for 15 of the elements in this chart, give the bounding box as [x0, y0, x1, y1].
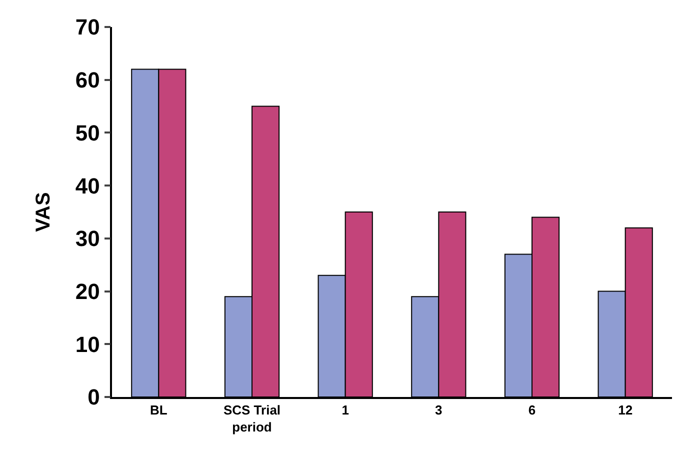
x-tick-label: SCS Trial period: [223, 402, 281, 434]
y-tick-label: 20: [75, 278, 100, 304]
y-tick-label: 40: [75, 173, 100, 198]
y-axis-title: VAS: [32, 192, 54, 232]
y-tick-label: 60: [75, 68, 100, 93]
y-tick-label: 30: [75, 226, 100, 252]
y-tick-label: 70: [75, 14, 100, 40]
y-tick-label: 0: [88, 384, 100, 410]
x-tick-label: 12: [618, 402, 633, 418]
x-tick-label: 1: [342, 402, 349, 418]
x-tick-label: 3: [435, 402, 442, 418]
x-tick-label: 6: [528, 402, 536, 418]
x-tick-label: BL: [150, 402, 168, 418]
y-tick-label: 50: [75, 120, 100, 146]
y-tick-label: 10: [75, 332, 100, 357]
